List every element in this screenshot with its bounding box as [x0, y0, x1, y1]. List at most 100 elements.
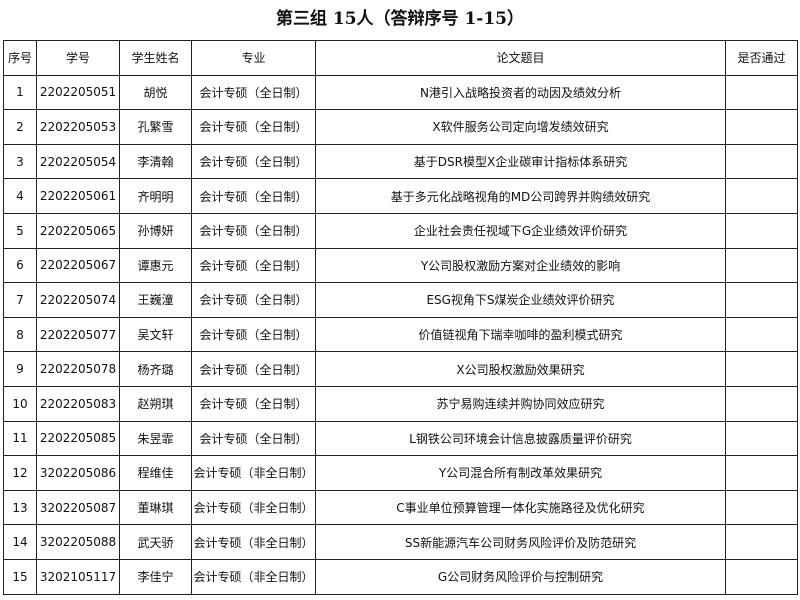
cell-thesis-title: 基于DSR模型X企业碳审计指标体系研究: [315, 143, 726, 180]
cell-passed: [725, 316, 798, 353]
table-row: 3 2202205054 李清翰 会计专硕（全日制） 基于DSR模型X企业碳审计指标体系…: [3, 143, 798, 180]
cell-thesis-title: C事业单位预算管理一体化实施路径及优化研究: [315, 489, 726, 526]
cell-thesis-title: 企业社会责任视域下G企业绩效评价研究: [315, 212, 726, 249]
cell-thesis-title: ESG视角下S煤炭企业绩效评价研究: [315, 282, 726, 318]
cell-thesis-title: Y公司混合所有制改革效果研究: [315, 455, 726, 491]
cell-passed: [725, 178, 798, 214]
table-row: 11 2202205085 朱昱霏 会计专硕（全日制） L钢铁公司环境会计信息披露质量评…: [3, 420, 798, 457]
table-row: 9 2202205078 杨齐璐 会计专硕（全日制） X公司股权激励效果研究: [3, 351, 798, 387]
cell-student-id: 2202205074: [36, 282, 120, 318]
cell-serial-number: 15: [3, 558, 37, 595]
cell-thesis-title: SS新能源汽车公司财务风险评价及防范研究: [315, 524, 726, 560]
cell-student-name: 朱昱霏: [119, 420, 192, 457]
cell-student-name: 谭惠元: [119, 247, 192, 284]
cell-serial-number: 8: [3, 316, 37, 353]
cell-passed: [725, 212, 798, 249]
cell-student-id: 3202205086: [36, 455, 120, 491]
header-passed: 是否通过: [725, 40, 798, 76]
cell-major: 会计专硕（非全日制）: [191, 455, 316, 491]
cell-student-id: 3202205088: [36, 524, 120, 560]
cell-student-id: 3202205087: [36, 489, 120, 526]
table-row: 8 2202205077 吴文轩 会计专硕（全日制） 价值链视角下瑞幸咖啡的盈利模式研究: [3, 316, 798, 353]
table-row: 1 2202205051 胡悦 会计专硕（全日制） N港引入战略投资者的动因及绩效分析: [3, 74, 798, 111]
cell-student-id: 3202105117: [36, 558, 120, 595]
cell-student-name: 程维佳: [119, 455, 192, 491]
cell-student-id: 2202205051: [36, 74, 120, 111]
cell-major: 会计专硕（全日制）: [191, 420, 316, 457]
cell-thesis-title: X软件服务公司定向增发绩效研究: [315, 109, 726, 145]
cell-serial-number: 4: [3, 178, 37, 214]
cell-student-id: 2202205085: [36, 420, 120, 457]
cell-serial-number: 6: [3, 247, 37, 284]
table-row: 6 2202205067 谭惠元 会计专硕（全日制） Y公司股权激励方案对企业绩效的影响: [3, 247, 798, 284]
cell-passed: [725, 420, 798, 457]
cell-major: 会计专硕（全日制）: [191, 385, 316, 422]
cell-passed: [725, 109, 798, 145]
cell-passed: [725, 74, 798, 111]
cell-thesis-title: L钢铁公司环境会计信息披露质量评价研究: [315, 420, 726, 457]
table-row: 13 3202205087 董琳琪 会计专硕（非全日制） C事业单位预算管理一体化实施路…: [3, 489, 798, 526]
cell-student-name: 孙博妍: [119, 212, 192, 249]
cell-student-name: 李佳宁: [119, 558, 192, 595]
cell-major: 会计专硕（全日制）: [191, 143, 316, 180]
cell-student-name: 王巍潼: [119, 282, 192, 318]
header-major: 专业: [191, 40, 316, 76]
cell-student-id: 2202205083: [36, 385, 120, 422]
cell-serial-number: 9: [3, 351, 37, 387]
table-row: 2 2202205053 孔繁雪 会计专硕（全日制） X软件服务公司定向增发绩效研究: [3, 109, 798, 145]
cell-student-name: 胡悦: [119, 74, 192, 111]
cell-serial-number: 1: [3, 74, 37, 111]
cell-passed: [725, 351, 798, 387]
cell-student-id: 2202205061: [36, 178, 120, 214]
cell-passed: [725, 143, 798, 180]
cell-major: 会计专硕（非全日制）: [191, 558, 316, 595]
cell-serial-number: 10: [3, 385, 37, 422]
cell-passed: [725, 489, 798, 526]
cell-student-name: 吴文轩: [119, 316, 192, 353]
cell-passed: [725, 455, 798, 491]
cell-student-name: 武天骄: [119, 524, 192, 560]
cell-student-id: 2202205067: [36, 247, 120, 284]
defense-group-table: 序号 学号 学生姓名 专业 论文题目 是否通过 1 2202205051 胡悦 会计专硕（全日制…: [3, 40, 798, 595]
header-student-name: 学生姓名: [119, 40, 192, 76]
table-row: 10 2202205083 赵朔琪 会计专硕（全日制） 苏宁易购连续并购协同效应研究: [3, 385, 798, 422]
cell-student-id: 2202205053: [36, 109, 120, 145]
header-student-id: 学号: [36, 40, 120, 76]
cell-student-name: 李清翰: [119, 143, 192, 180]
table-row: 15 3202105117 李佳宁 会计专硕（非全日制） G公司财务风险评价与控制研究: [3, 558, 798, 595]
cell-passed: [725, 282, 798, 318]
cell-thesis-title: N港引入战略投资者的动因及绩效分析: [315, 74, 726, 111]
cell-student-name: 齐明明: [119, 178, 192, 214]
cell-major: 会计专硕（非全日制）: [191, 524, 316, 560]
cell-serial-number: 3: [3, 143, 37, 180]
cell-student-id: 2202205065: [36, 212, 120, 249]
cell-thesis-title: G公司财务风险评价与控制研究: [315, 558, 726, 595]
table-row: 12 3202205086 程维佳 会计专硕（非全日制） Y公司混合所有制改革效果研究: [3, 455, 798, 491]
table-row: 5 2202205065 孙博妍 会计专硕（全日制） 企业社会责任视域下G企业绩效评价研…: [3, 212, 798, 249]
cell-major: 会计专硕（全日制）: [191, 282, 316, 318]
header-thesis-title: 论文题目: [315, 40, 726, 76]
table-row: 14 3202205088 武天骄 会计专硕（非全日制） SS新能源汽车公司财务风险评价…: [3, 524, 798, 560]
cell-student-id: 2202205078: [36, 351, 120, 387]
table-header-row: 序号 学号 学生姓名 专业 论文题目 是否通过: [3, 40, 798, 76]
cell-major: 会计专硕（全日制）: [191, 316, 316, 353]
cell-student-name: 赵朔琪: [119, 385, 192, 422]
cell-major: 会计专硕（全日制）: [191, 109, 316, 145]
cell-thesis-title: 价值链视角下瑞幸咖啡的盈利模式研究: [315, 316, 726, 353]
cell-student-id: 2202205077: [36, 316, 120, 353]
cell-major: 会计专硕（全日制）: [191, 74, 316, 111]
cell-major: 会计专硕（全日制）: [191, 351, 316, 387]
cell-serial-number: 12: [3, 455, 37, 491]
cell-passed: [725, 558, 798, 595]
cell-thesis-title: 基于多元化战略视角的MD公司跨界并购绩效研究: [315, 178, 726, 214]
table-row: 7 2202205074 王巍潼 会计专硕（全日制） ESG视角下S煤炭企业绩效评价研究: [3, 282, 798, 318]
cell-serial-number: 14: [3, 524, 37, 560]
header-serial-number: 序号: [3, 40, 37, 76]
table-row: 4 2202205061 齐明明 会计专硕（全日制） 基于多元化战略视角的MD公司跨界并…: [3, 178, 798, 214]
cell-passed: [725, 247, 798, 284]
cell-passed: [725, 385, 798, 422]
cell-serial-number: 7: [3, 282, 37, 318]
cell-student-name: 杨齐璐: [119, 351, 192, 387]
cell-serial-number: 13: [3, 489, 37, 526]
cell-serial-number: 2: [3, 109, 37, 145]
